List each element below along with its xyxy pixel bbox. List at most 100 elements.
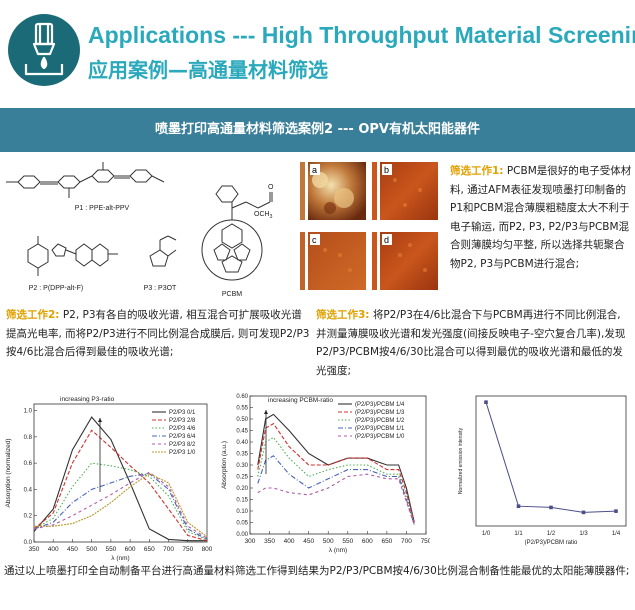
x-tick-label: 400	[284, 538, 295, 545]
step-1-label: 筛选工作1:	[450, 165, 504, 177]
legend-label: P2/P3 8/2	[169, 442, 196, 448]
x-tick-label: 300	[245, 538, 256, 545]
x-tick-label: 550	[342, 538, 353, 545]
x-tick-label: 350	[29, 546, 40, 553]
p2-label: P2 : P(DPP-alt-F)	[29, 285, 83, 292]
y-tick-label: 0.6	[24, 461, 33, 467]
x-tick-label: 1/3	[579, 531, 588, 537]
emission-point	[516, 504, 521, 508]
plot-frame	[33, 403, 208, 543]
x-tick-label: 600	[125, 546, 136, 553]
x-tick-label: 750	[421, 538, 430, 545]
series-line	[33, 471, 208, 539]
x-axis-label: λ (nm)	[111, 555, 129, 562]
x-axis-label: λ (nm)	[329, 547, 347, 554]
y-tick-label: 0.05	[236, 521, 248, 527]
x-tick-label: 450	[67, 546, 78, 553]
p1-label: P1 : PPE-alt-PPV	[75, 205, 130, 212]
x-tick-label: 750	[182, 546, 193, 553]
y-tick-label: 1.0	[24, 409, 33, 415]
x-tick-label: 700	[163, 546, 174, 553]
legend-label: P2/P3 4/6	[169, 426, 196, 432]
legend-label: (P2/P3)/PCBM 1/0	[355, 434, 405, 440]
y-tick-label: 0.2	[24, 514, 33, 520]
y-tick-label: 0.40	[236, 440, 248, 446]
x-tick-label: 450	[303, 538, 314, 545]
series-line	[33, 416, 207, 542]
annotation-text: increasing PCBM-ratio	[268, 397, 333, 404]
afm-label-d: d	[384, 235, 389, 245]
y-tick-label: 0.15	[236, 498, 248, 504]
series-line	[33, 429, 208, 542]
series-line	[33, 462, 208, 540]
absorption-chart-p2p3: 350 400 450 500 550 600 650 700 750 800 0.0 0.2 0.4 0…	[2, 392, 213, 562]
annotation-arrowhead	[264, 410, 268, 414]
legend-label: P2/P3 2/8	[169, 418, 196, 424]
section-banner: 喷墨打印高通量材料筛选案例2 --- OPV有机太阳能器件	[0, 108, 635, 152]
y-tick-label: 0.4	[24, 487, 33, 493]
series-line	[257, 436, 415, 525]
y-tick-label: 0.50	[236, 417, 248, 423]
screening-step-2: 筛选工作2: P2, P3有各自的吸收光谱, 相互混合可扩展吸收光谱提高光电率,…	[6, 306, 310, 362]
y-tick-label: 0.45	[236, 429, 248, 435]
absorption-chart-pcbm: 300 350 400 450 500 550 600 650 700 750 0.00 0.05 0.…	[218, 384, 432, 560]
step-3-label: 筛选工作3:	[316, 309, 370, 321]
emission-point	[614, 509, 618, 513]
conclusion-text: 通过以上喷墨打印全自动制备平台进行高通量材料筛选工作得到结果为P2/P3/PCB…	[4, 565, 630, 577]
header: Applications --- High Throughput Materia…	[0, 0, 635, 106]
x-tick-label: 1/2	[547, 531, 556, 537]
x-tick-label: 600	[362, 538, 373, 545]
page-subtitle: 应用案例—高通量材料筛选	[88, 58, 328, 82]
step-1-text: PCBM是很好的电子受体材料, 通过AFM表征发现喷墨打印制备的P1和PCBM混…	[450, 165, 632, 270]
x-tick-label: 500	[323, 538, 334, 545]
series-line	[33, 473, 208, 540]
series-line	[257, 422, 415, 523]
legend-label: (P2/P3)/PCBM 1/2	[355, 418, 405, 424]
step-3-text: 将P2/P3在4/6比混合下与PCBM再进行不同比例混合, 并测量薄膜吸收光谱和…	[316, 309, 626, 377]
y-tick-label: 0.0	[24, 540, 33, 546]
x-tick-label: 1/0	[482, 531, 491, 537]
series-line	[257, 473, 415, 525]
methoxy-label: OCH3	[254, 211, 273, 220]
pcbm-label: PCBM	[222, 291, 242, 298]
y-axis-label: Normalized emission intensity	[458, 427, 464, 494]
legend-label: (P2/P3)/PCBM 1/4	[355, 402, 405, 408]
p3-label: P3 : P3OT	[144, 285, 177, 292]
annotation-arrowhead	[98, 418, 102, 422]
screening-step-3: 筛选工作3: 将P2/P3在4/6比混合下与PCBM再进行不同比例混合, 并测量…	[316, 306, 632, 380]
y-tick-label: 0.00	[236, 532, 248, 538]
y-axis-label: Absorption (normalized)	[5, 438, 12, 507]
y-tick-label: 0.55	[236, 406, 248, 412]
page-title: Applications --- High Throughput Materia…	[88, 22, 635, 48]
legend-label: (P2/P3)/PCBM 1/3	[355, 410, 405, 416]
series-line	[34, 473, 208, 538]
afm-label-a: a	[312, 165, 317, 175]
series-line	[257, 455, 415, 525]
legend-label: (P2/P3)/PCBM 1/1	[355, 426, 405, 432]
x-tick-label: 800	[202, 546, 212, 553]
emission-point	[484, 400, 488, 404]
legend-label: P2/P3 1/0	[169, 450, 196, 456]
annotation-text: increasing P3-ratio	[60, 396, 115, 403]
y-tick-label: 0.20	[236, 486, 248, 492]
x-tick-label: 1/1	[514, 531, 523, 537]
emission-chart: 1/0 1/1 1/2 1/3 1/4 (P2/P3)/PCBM ratio Normali…	[450, 388, 630, 560]
legend-label: P2/P3 6/4	[169, 434, 196, 440]
y-tick-label: 0.10	[236, 509, 248, 515]
afm-label-c: c	[312, 235, 317, 245]
legend-label: P2/P3 0/1	[169, 410, 196, 416]
afm-label-b: b	[384, 165, 389, 175]
y-tick-label: 0.35	[236, 452, 248, 458]
screening-step-1: 筛选工作1: PCBM是很好的电子受体材料, 通过AFM表征发现喷墨打印制备的P…	[450, 162, 632, 273]
plot-frame	[475, 395, 627, 527]
y-tick-label: 0.60	[236, 394, 248, 400]
x-tick-label: 650	[381, 538, 392, 545]
step-2-text: P2, P3有各自的吸收光谱, 相互混合可扩展吸收光谱提高光电率, 而将P2/P…	[6, 309, 310, 358]
molecular-structures: P1 : PPE-alt-PPV P2 : P(DPP-alt-F) P3 : …	[0, 158, 290, 303]
x-tick-label: 700	[401, 538, 412, 545]
x-tick-label: 400	[48, 546, 59, 553]
y-tick-label: 0.25	[236, 475, 248, 481]
y-tick-label: 0.8	[24, 435, 33, 441]
printer-head-icon	[8, 14, 80, 86]
x-axis-label: (P2/P3)/PCBM ratio	[525, 540, 578, 546]
